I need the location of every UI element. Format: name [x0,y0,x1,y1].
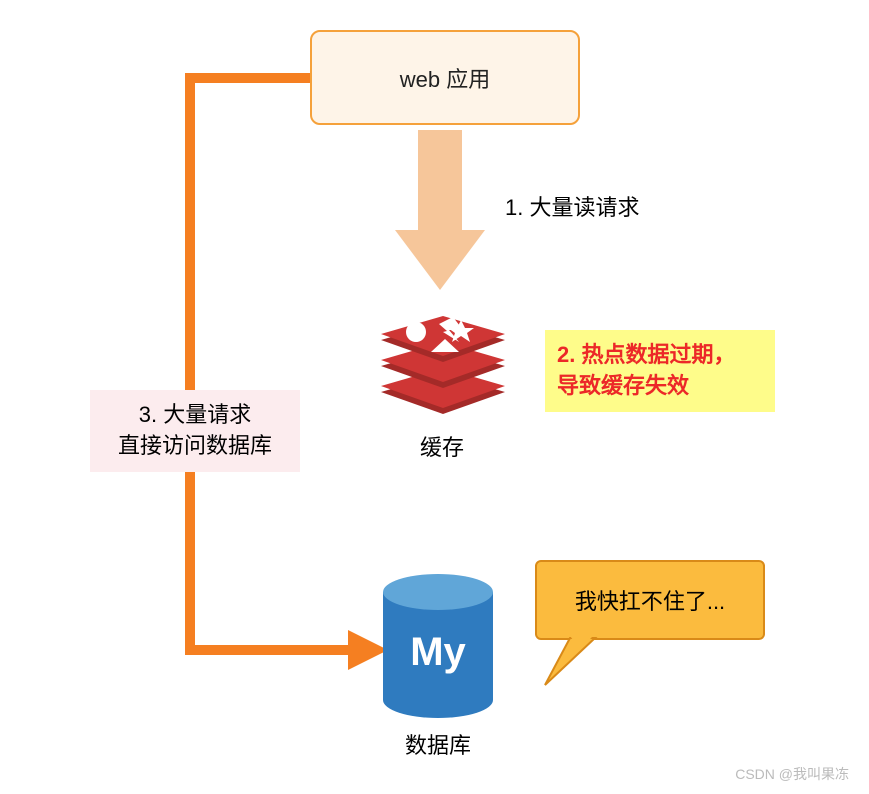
watermark: CSDN @我叫果冻 [735,764,849,784]
diagram-canvas: web 应用 1. 大量读请求 缓存 2. 热点数据过期， 导致缓存失效 3. … [0,0,869,794]
mysql-icon: My [378,570,498,720]
redis-icon [373,302,513,420]
step2-line1: 2. 热点数据过期， [557,342,735,367]
step1-label: 1. 大量读请求 [505,190,639,222]
step3-line1: 3. 大量请求 [139,402,251,427]
down-arrow-icon [395,130,485,290]
bubble-tail-icon [540,635,600,690]
step3-box: 3. 大量请求 直接访问数据库 [90,390,300,472]
speech-bubble: 我快扛不住了... [535,560,785,700]
database-label: 数据库 [405,728,471,760]
step2-highlight: 2. 热点数据过期， 导致缓存失效 [545,330,775,412]
svg-text:My: My [410,630,466,674]
cache-label: 缓存 [420,430,464,462]
webapp-label: web 应用 [400,62,490,94]
webapp-node: web 应用 [310,30,580,125]
step2-line2: 导致缓存失效 [557,373,689,398]
speech-text: 我快扛不住了... [575,584,725,616]
step3-line2: 直接访问数据库 [118,433,272,458]
